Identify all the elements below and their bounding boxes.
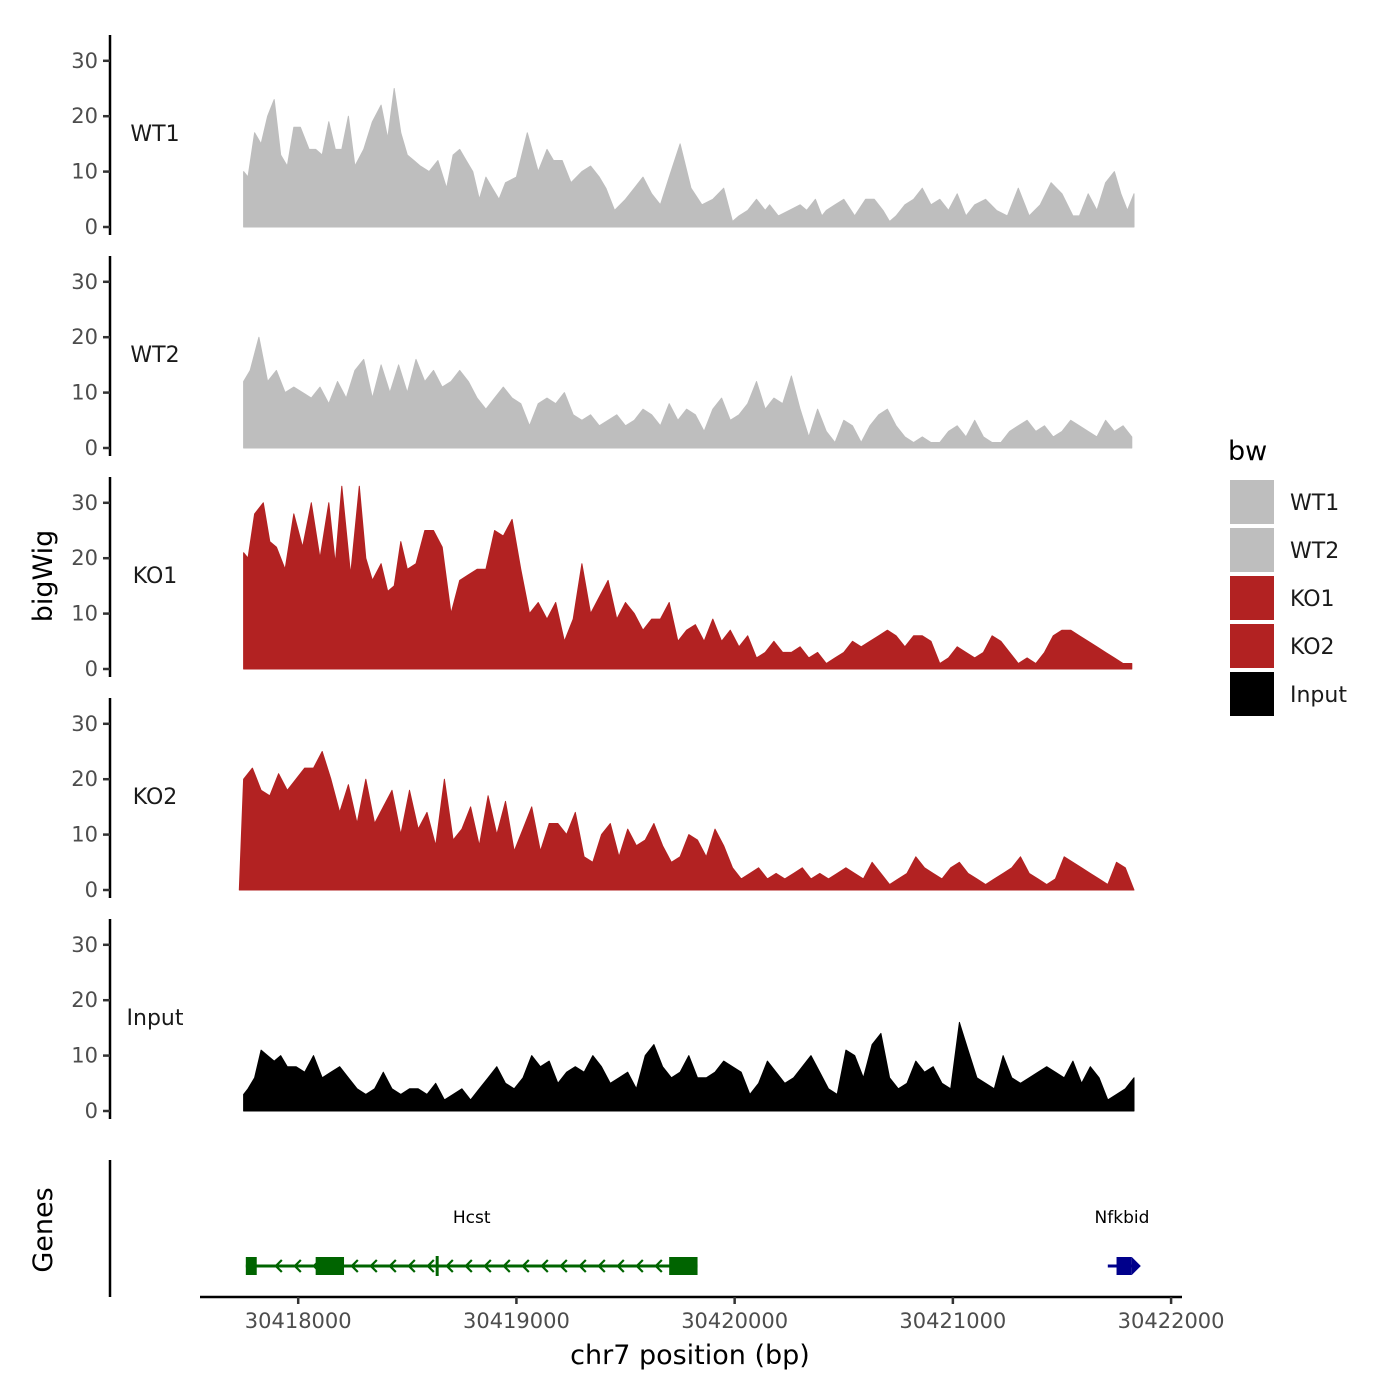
legend-swatch: [1230, 672, 1274, 716]
track-label: WT2: [130, 343, 179, 368]
strand-arrow: [635, 1259, 644, 1273]
y-tick-label: 20: [71, 767, 98, 791]
x-axis: 30418000 30419000 30420000 30421000 30422000: [200, 1295, 1225, 1333]
exon: [245, 1257, 257, 1275]
x-tick-label: 30418000: [245, 1309, 352, 1333]
gene-nfkbid: Nfkbid: [1095, 1208, 1150, 1275]
gene-hcst: Hcst: [245, 1208, 698, 1276]
y-tick-label: 20: [71, 546, 98, 570]
legend-swatch: [1230, 528, 1274, 572]
coverage-area-wt2: [243, 336, 1133, 449]
y-tick-label: 10: [71, 602, 98, 626]
y-tick-label: 0: [85, 657, 98, 681]
x-tick-label: 30419000: [463, 1309, 570, 1333]
exon: [315, 1257, 345, 1275]
legend-label: WT2: [1290, 539, 1339, 564]
y-tick-label: 10: [71, 381, 98, 405]
coverage-tracks: 0 10 20 30 WT1 0 10 20 30 WT2 0 10 20 30 KO1 0 10 20 30 KO2…: [71, 35, 1135, 1123]
y-tick-label: 0: [85, 436, 98, 460]
gene-label: Nfkbid: [1095, 1208, 1150, 1228]
y-tick-label: 10: [71, 160, 98, 184]
track-label: WT1: [130, 122, 179, 147]
track-wt2: 0 10 20 30 WT2: [71, 256, 1133, 460]
track-wt1: 0 10 20 30 WT1: [71, 35, 1135, 239]
legend-swatch: [1230, 624, 1274, 668]
legend-swatch: [1230, 576, 1274, 620]
strand-arrow: [464, 1259, 473, 1273]
legend-title: bw: [1228, 436, 1267, 467]
legend-label: WT1: [1290, 491, 1339, 516]
strand-arrow: [445, 1259, 454, 1273]
x-axis-title: chr7 position (bp): [570, 1340, 810, 1371]
legend: bw WT1 WT2 KO1 KO2 Input: [1228, 436, 1347, 716]
strand-arrow: [597, 1259, 606, 1273]
strand-arrow: [274, 1259, 283, 1273]
y-tick-label: 20: [71, 988, 98, 1012]
y-tick-label: 30: [71, 49, 98, 73]
y-tick-label: 20: [71, 325, 98, 349]
strand-arrow: [521, 1259, 530, 1273]
strand-arrow: [293, 1259, 302, 1273]
genes-axis-title: Genes: [28, 1187, 59, 1272]
strand-arrow: [578, 1259, 587, 1273]
strand-arrow: [654, 1259, 663, 1273]
strand-arrow: [616, 1259, 625, 1273]
coverage-area-input: [243, 1021, 1135, 1112]
exon: [435, 1256, 439, 1276]
genes-panel: Hcst Nfkbid: [108, 1160, 1150, 1297]
coverage-area-ko1: [243, 485, 1133, 670]
y-tick-label: 30: [71, 270, 98, 294]
track-input: 0 10 20 30 Input: [71, 919, 1135, 1123]
exon: [1116, 1257, 1132, 1275]
y-tick-label: 30: [71, 712, 98, 736]
track-label: KO2: [133, 785, 178, 810]
strand-arrow: [540, 1259, 549, 1273]
y-tick-label: 0: [85, 1099, 98, 1123]
y-tick-label: 10: [71, 823, 98, 847]
legend-label: KO1: [1290, 587, 1335, 612]
x-tick-label: 30421000: [899, 1309, 1006, 1333]
strand-arrow: [559, 1259, 568, 1273]
y-tick-label: 0: [85, 878, 98, 902]
y-tick-label: 30: [71, 491, 98, 515]
track-ko1: 0 10 20 30 KO1: [71, 477, 1133, 681]
track-label: Input: [127, 1006, 184, 1031]
y-tick-label: 10: [71, 1044, 98, 1068]
strand-arrow: [388, 1259, 397, 1273]
exon: [669, 1257, 698, 1275]
strand-arrow: [483, 1259, 492, 1273]
track-label: KO1: [133, 564, 178, 589]
track-ko2: 0 10 20 30 KO2: [71, 698, 1135, 902]
coverage-area-ko2: [238, 751, 1135, 891]
x-tick-label: 30420000: [681, 1309, 788, 1333]
strand-arrow: [407, 1259, 416, 1273]
strand-arrow: [369, 1259, 378, 1273]
legend-label: KO2: [1290, 635, 1335, 660]
x-tick-label: 30422000: [1118, 1309, 1225, 1333]
y-axis-title: bigWig: [28, 530, 59, 623]
strand-arrow: [350, 1259, 359, 1273]
y-tick-label: 30: [71, 933, 98, 957]
strand-arrow: [426, 1259, 435, 1273]
legend-label: Input: [1290, 683, 1347, 708]
gene-label: Hcst: [453, 1208, 491, 1228]
coverage-area-wt1: [243, 88, 1135, 228]
y-tick-label: 0: [85, 215, 98, 239]
y-tick-label: 20: [71, 104, 98, 128]
legend-swatch: [1230, 480, 1274, 524]
exon-arrow-tip: [1131, 1257, 1141, 1275]
strand-arrow: [502, 1259, 511, 1273]
